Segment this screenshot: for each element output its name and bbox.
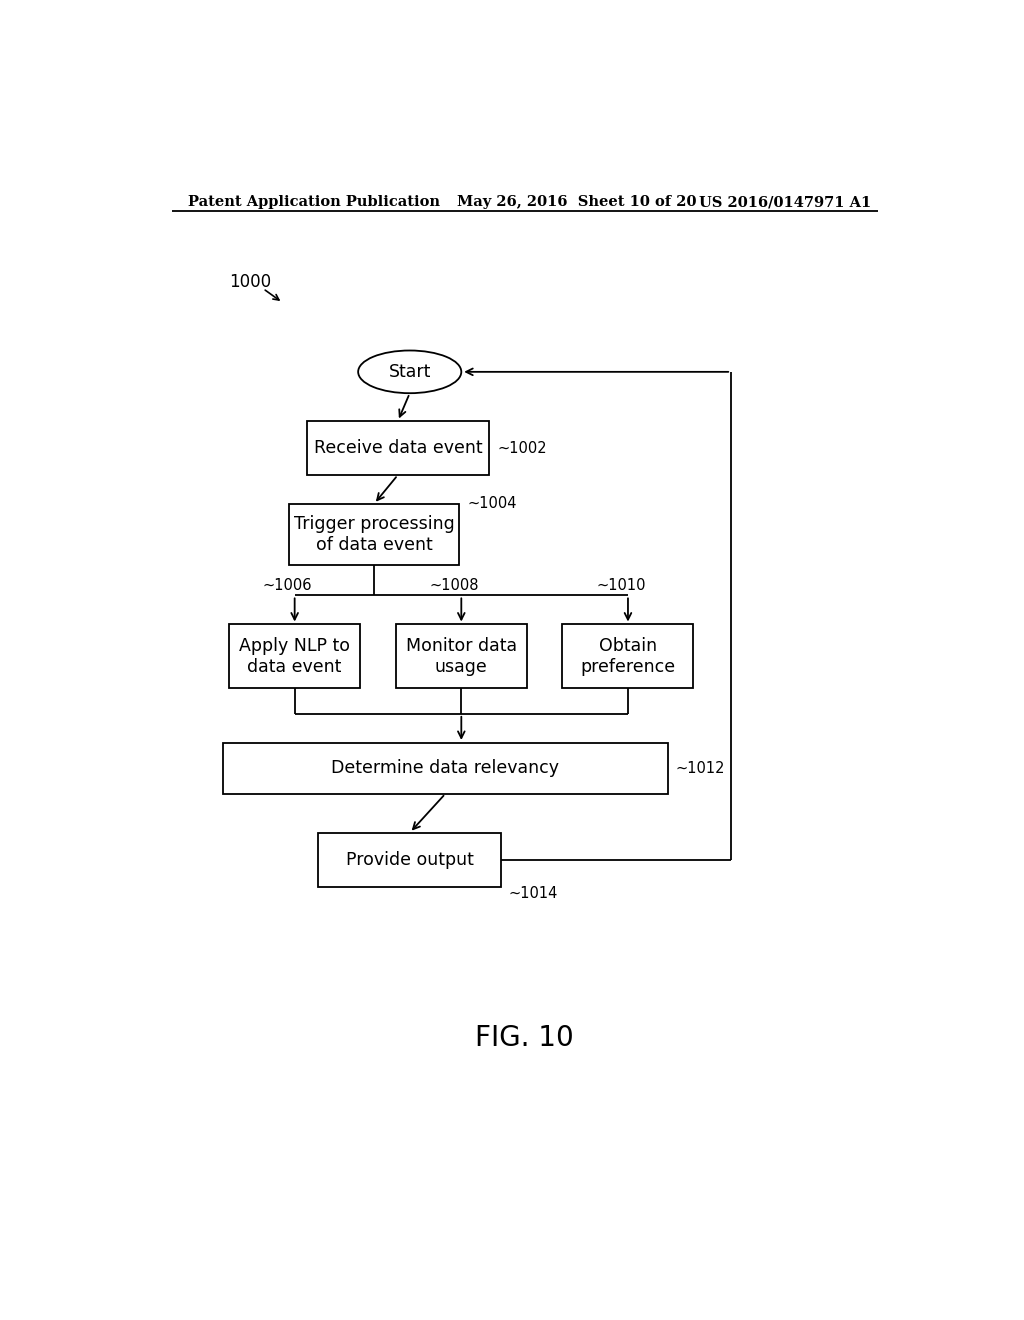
Ellipse shape: [358, 351, 461, 393]
Text: ~1004: ~1004: [467, 496, 517, 511]
FancyBboxPatch shape: [396, 624, 526, 689]
FancyBboxPatch shape: [562, 624, 693, 689]
Text: FIG. 10: FIG. 10: [475, 1023, 574, 1052]
Text: Determine data relevancy: Determine data relevancy: [332, 759, 559, 777]
Text: ~1008: ~1008: [430, 578, 479, 593]
Text: Provide output: Provide output: [346, 850, 474, 869]
Text: Receive data event: Receive data event: [313, 440, 482, 457]
Text: Trigger processing
of data event: Trigger processing of data event: [294, 515, 455, 554]
Text: Patent Application Publication: Patent Application Publication: [187, 195, 439, 209]
FancyBboxPatch shape: [306, 421, 489, 475]
Text: Obtain
preference: Obtain preference: [581, 638, 676, 676]
Text: 1000: 1000: [229, 273, 271, 292]
FancyBboxPatch shape: [289, 504, 460, 565]
Text: US 2016/0147971 A1: US 2016/0147971 A1: [699, 195, 871, 209]
Text: ~1014: ~1014: [509, 886, 558, 900]
FancyBboxPatch shape: [318, 833, 501, 887]
Text: ~1006: ~1006: [263, 578, 312, 593]
Text: Apply NLP to
data event: Apply NLP to data event: [240, 638, 350, 676]
Text: ~1010: ~1010: [596, 578, 646, 593]
Text: ~1012: ~1012: [676, 760, 725, 776]
FancyBboxPatch shape: [223, 743, 668, 793]
Text: Start: Start: [388, 363, 431, 381]
Text: May 26, 2016  Sheet 10 of 20: May 26, 2016 Sheet 10 of 20: [458, 195, 697, 209]
FancyBboxPatch shape: [229, 624, 360, 689]
Text: Monitor data
usage: Monitor data usage: [406, 638, 517, 676]
Text: ~1002: ~1002: [497, 441, 547, 455]
